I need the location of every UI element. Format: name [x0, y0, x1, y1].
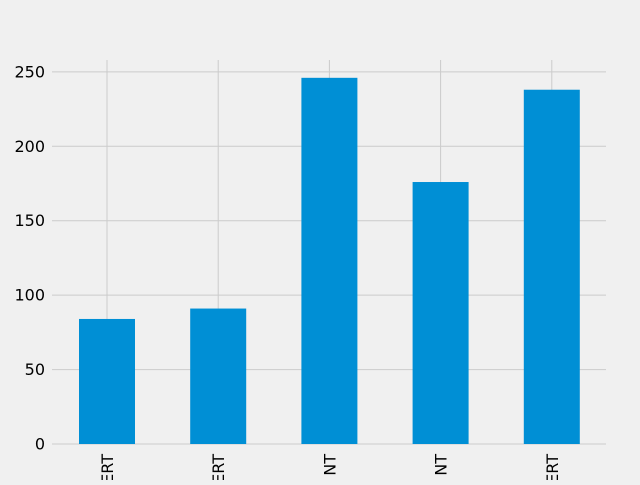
x-tick-label: NT: [432, 454, 451, 476]
bars: [79, 77, 580, 445]
y-tick-label: 150: [14, 211, 45, 230]
x-tick-label: ERT: [209, 454, 228, 480]
y-tick-label: 0: [35, 435, 45, 454]
x-tick-label: ERT: [543, 454, 562, 480]
bar: [523, 89, 580, 444]
x-axis-tick-labels: ERT ERT NT NT ERT: [98, 454, 562, 484]
bar: [190, 308, 247, 444]
y-tick-label: 200: [14, 137, 45, 156]
bar: [79, 318, 135, 444]
x-tick-label: ERT: [98, 454, 117, 480]
y-tick-label: 50: [25, 360, 45, 379]
y-axis-tick-labels: 0 50 100 150 200 250: [14, 62, 45, 453]
x-tick-label: NT: [320, 454, 339, 476]
y-tick-label: 250: [14, 62, 45, 81]
bar: [301, 77, 358, 444]
y-tick-label: 100: [14, 286, 45, 305]
bar: [412, 182, 469, 445]
